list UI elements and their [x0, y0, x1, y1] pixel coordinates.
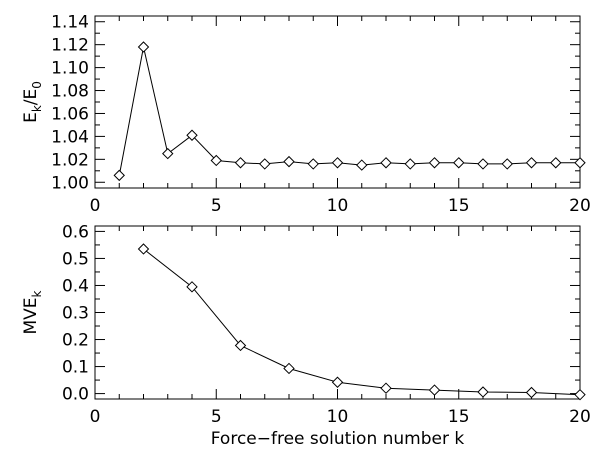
- y-axis-title-subscript: 0: [30, 81, 44, 89]
- data-point: [453, 157, 465, 169]
- y-tick-label: 1.08: [51, 82, 89, 102]
- data-point: [380, 157, 392, 169]
- data-point: [331, 157, 344, 169]
- x-tick-label: 10: [327, 407, 349, 427]
- x-tick-label: 20: [569, 407, 591, 427]
- data-point: [404, 158, 416, 170]
- data-point: [162, 147, 174, 160]
- data-point: [550, 157, 562, 169]
- y-tick-label: 1.00: [51, 173, 89, 193]
- x-tick-label: 5: [211, 196, 222, 216]
- y-tick-label: 0.4: [62, 276, 89, 296]
- data-point: [501, 158, 513, 170]
- data-point: [331, 376, 344, 388]
- data-point: [283, 362, 295, 375]
- data-point: [477, 386, 489, 398]
- y-axis-title-divider: /E: [21, 89, 41, 105]
- mve-panel: 0 5 10 15 20 0.0 0.1 0.2 0.3 0.4 0.5 0.6 MVEk Force−f…: [21, 222, 591, 449]
- data-point: [113, 169, 125, 182]
- data-point: [234, 157, 247, 169]
- data-point: [380, 382, 392, 394]
- data-point: [356, 159, 368, 171]
- plot-frame: [94, 225, 581, 400]
- data-point: [525, 157, 538, 169]
- y-tick-label: 0.1: [62, 358, 89, 378]
- x-tick-label: 0: [90, 196, 101, 216]
- data-point: [574, 388, 586, 401]
- y-tick-label: 1.12: [51, 36, 89, 56]
- data-point: [428, 157, 441, 169]
- y-axis-title-subscript: k: [30, 290, 44, 297]
- data-point: [210, 154, 222, 167]
- y-tick-label: 1.02: [51, 150, 89, 170]
- data-point: [259, 158, 271, 170]
- energy-ratio-panel: 0 5 10 15 20 1.00 1.02 1.04 1.061.08 1.10 1.12 1.14…: [21, 13, 591, 216]
- data-point: [137, 41, 150, 53]
- series-line: [143, 248, 581, 396]
- x-tick-label: 0: [90, 407, 101, 427]
- data-point: [525, 386, 538, 399]
- x-tick-label: 15: [448, 196, 470, 216]
- data-point: [307, 158, 319, 170]
- data-point: [574, 157, 586, 169]
- y-tick-label: 0.2: [62, 331, 89, 351]
- y-axis-title-subscript: k: [30, 105, 44, 112]
- y-axis-title-main: E: [21, 112, 41, 123]
- y-tick-label: 1.04: [51, 127, 89, 147]
- y-tick-label: 1.10: [51, 59, 89, 79]
- y-tick-label: 0.6: [62, 222, 89, 242]
- data-point: [186, 281, 198, 293]
- x-axis-title: Force−free solution number k: [211, 429, 465, 449]
- y-tick-label: 1.06: [51, 104, 89, 124]
- data-point: [186, 129, 198, 141]
- x-tick-label: 20: [569, 196, 591, 216]
- data-point: [428, 384, 441, 396]
- y-tick-label: 1.14: [51, 13, 89, 33]
- series-line: [118, 46, 580, 176]
- y-axis-title-main: MVE: [21, 297, 41, 334]
- y-axis-title: Ek/E0: [21, 81, 44, 123]
- data-point: [234, 339, 247, 352]
- y-tick-label: 0.5: [62, 249, 89, 269]
- y-tick-label: 0.3: [62, 304, 89, 324]
- y-tick-label: 0.0: [62, 385, 89, 405]
- x-tick-label: 10: [327, 196, 349, 216]
- x-tick-label: 5: [211, 407, 222, 427]
- y-axis-title: MVEk: [21, 290, 44, 334]
- x-tick-label: 15: [448, 407, 470, 427]
- data-point: [283, 155, 295, 168]
- data-point: [137, 243, 150, 255]
- data-point: [477, 158, 489, 170]
